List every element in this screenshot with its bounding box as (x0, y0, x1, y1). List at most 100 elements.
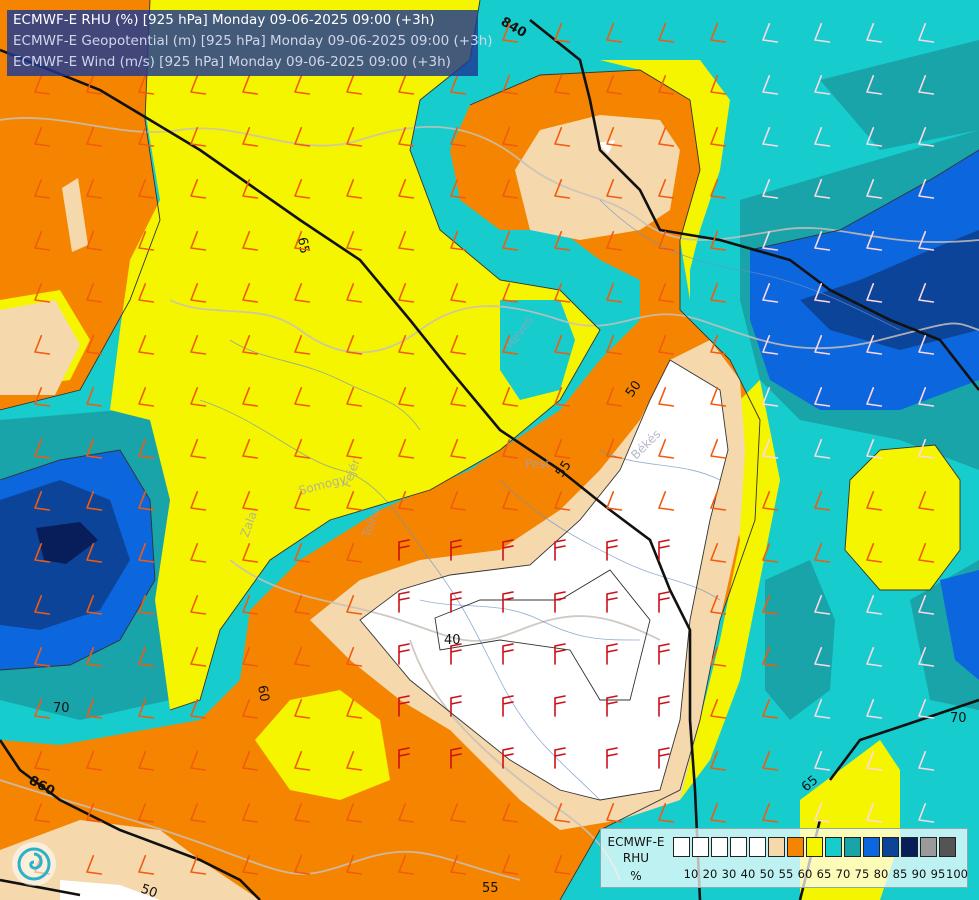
wind-barb-icon (918, 491, 935, 511)
wind-barb-icon (502, 539, 514, 561)
wind-barb-icon (554, 643, 566, 665)
rhu-label: 50 (139, 882, 160, 900)
wind-barb-icon (814, 179, 831, 199)
wind-barb-icon (814, 283, 831, 303)
wind-barb-icon (866, 439, 883, 459)
wind-barb-icon (762, 595, 779, 615)
legend-tick-label: 40 (740, 867, 756, 881)
wind-barb-icon (814, 751, 831, 771)
wind-barb-icon (814, 335, 831, 355)
wind-barb-icon (554, 127, 571, 147)
contour-labels: 840 860 65 60 50 55 40 55 70 70 65 50 (26, 14, 966, 900)
wind-barb-icon (242, 283, 259, 303)
wind-barb-icon (34, 543, 51, 563)
wind-barb-icon (710, 751, 727, 771)
wind-barb-icon (294, 699, 311, 719)
wind-barb-icon (866, 127, 883, 147)
wind-barb-icon (866, 491, 883, 511)
ecmwf-logo-icon (12, 842, 56, 886)
wind-barb-icon (814, 699, 831, 719)
wind-barb-icon (502, 491, 519, 511)
wind-barb-icon (86, 803, 103, 823)
wind-barb-icon (34, 283, 51, 303)
wind-barb-icon (710, 75, 727, 95)
wind-barb-icon (554, 283, 571, 303)
wind-barb-icon (86, 179, 103, 199)
wind-barb-icon (450, 747, 462, 769)
wind-barb-icon (606, 283, 623, 303)
wind-barb-icon (34, 439, 51, 459)
wind-barb-icon (814, 491, 831, 511)
wind-barb-icon (502, 439, 519, 459)
wind-barb-icon (138, 491, 155, 511)
wind-barb-icon (86, 751, 103, 771)
wind-barb-icon (554, 539, 566, 561)
wind-barb-icon (190, 751, 207, 771)
borders (0, 117, 979, 881)
wind-barb-icon (242, 543, 259, 563)
wind-barb-icon (398, 803, 415, 823)
wind-barb-icon (190, 803, 207, 823)
wind-barb-icon (658, 231, 675, 251)
wind-barb-icon (190, 647, 207, 667)
wind-barb-icon (138, 335, 155, 355)
wind-barb-icon (658, 695, 670, 717)
wind-barb-icon (554, 747, 566, 769)
wind-barb-icon (606, 127, 623, 147)
wind-barb-icon (294, 335, 311, 355)
wind-barb-icon (710, 179, 727, 199)
wind-barb-icon (710, 803, 727, 823)
wind-barb-icon (658, 23, 675, 43)
wind-barb-icon (918, 387, 935, 407)
wind-barb-icon (918, 803, 935, 823)
wind-barb-icon (658, 491, 675, 511)
wind-barb-icon (86, 855, 103, 875)
wind-barb-icon (138, 283, 155, 303)
wind-barb-icon (398, 695, 410, 717)
wind-barb-icon (86, 127, 103, 147)
wind-barb-icon (346, 387, 363, 407)
wind-barb-icon (242, 179, 259, 199)
wind-barb-icon (242, 595, 259, 615)
wind-barb-icon (34, 647, 51, 667)
wind-barb-icon (918, 647, 935, 667)
legend-swatch (806, 837, 823, 857)
wind-barb-icon (710, 231, 727, 251)
wind-barb-icon (814, 231, 831, 251)
map-title-panel: ECMWF-E RHU (%) [925 hPa] Monday 09-06-2… (7, 10, 493, 76)
wind-barb-icon (190, 387, 207, 407)
wind-barb-icon (450, 695, 462, 717)
wind-barb-icon (450, 643, 462, 665)
wind-barb-icon (34, 179, 51, 199)
wind-barb-icon (242, 751, 259, 771)
wind-barb-icon (346, 751, 363, 771)
wind-barb-icon (86, 491, 103, 511)
rivers (199, 199, 901, 801)
wind-barb-icon (138, 699, 155, 719)
wind-barb-icon (762, 387, 779, 407)
wind-barb-icon (450, 283, 467, 303)
wind-barb-icon (86, 595, 103, 615)
wind-barb-icon (190, 75, 207, 95)
wind-barb-icon (86, 439, 103, 459)
wind-barb-icon (710, 543, 727, 563)
wind-barb-icon (710, 439, 727, 459)
wind-barb-icon (138, 595, 155, 615)
wind-barb-icon (398, 231, 415, 251)
wind-barb-icon (346, 699, 363, 719)
wind-barb-icon (190, 283, 207, 303)
wind-barb-icon (34, 387, 51, 407)
wind-barb-icon (398, 127, 415, 147)
wind-barb-icon (346, 855, 363, 875)
wind-barb-icon (606, 75, 623, 95)
wind-barb-icon (86, 699, 103, 719)
wind-barb-icon (502, 23, 519, 43)
wind-barb-icon (814, 543, 831, 563)
legend-tick-label: 95 (930, 867, 946, 881)
legend-tick-label: 50 (759, 867, 775, 881)
geopotential-contours (0, 18, 979, 900)
wind-barb-icon (762, 491, 779, 511)
wind-barb-icon (918, 75, 935, 95)
wind-barb-icon (398, 179, 415, 199)
